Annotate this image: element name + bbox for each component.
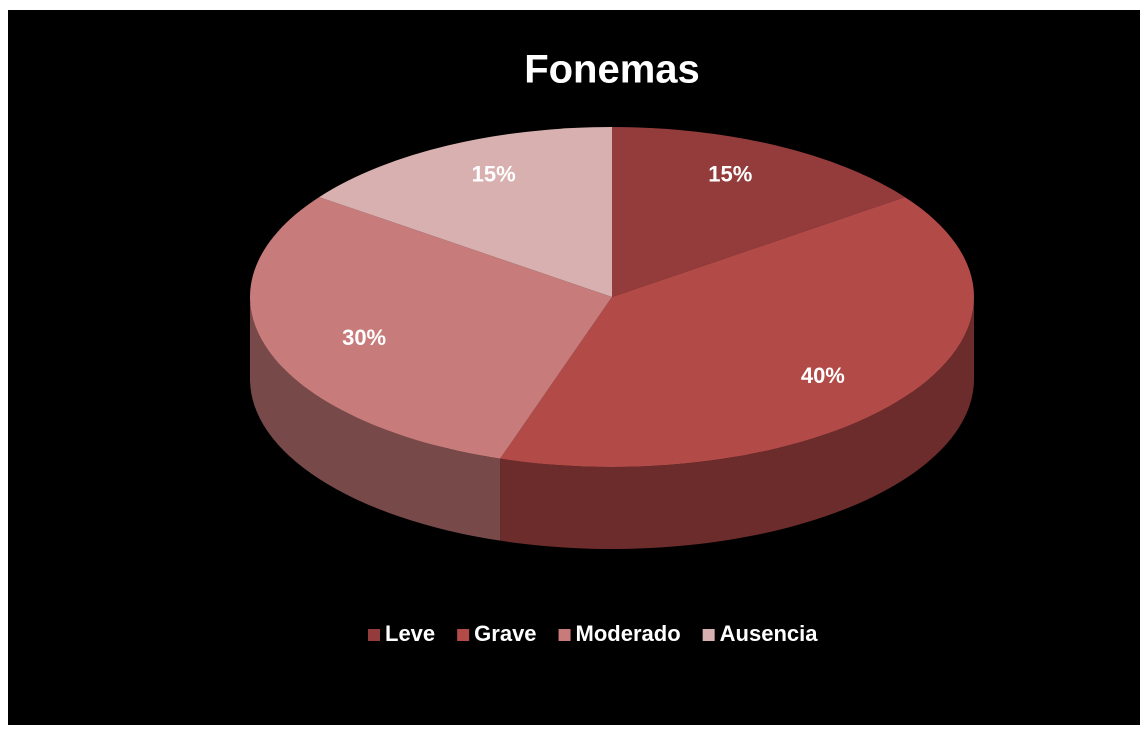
chart-title: Fonemas (524, 48, 700, 92)
legend-label: Grave (474, 621, 536, 646)
pie-slice (249, 197, 612, 459)
legend-marker (457, 629, 470, 641)
slice-side (250, 297, 501, 541)
data-label: 30% (342, 325, 386, 350)
data-label: 15% (472, 162, 516, 187)
legend-marker (368, 629, 380, 641)
legend-label: Ausencia (720, 621, 819, 646)
legend-label: Moderado (576, 621, 681, 646)
slice-side (500, 297, 974, 550)
data-label: 40% (801, 363, 845, 388)
pie-slice (319, 127, 612, 297)
data-label: 15% (708, 162, 752, 187)
legend-marker (558, 629, 571, 641)
legend-label: Leve (385, 621, 435, 646)
legend-marker (702, 629, 715, 641)
pie-slice (612, 127, 905, 297)
pie-slice (500, 197, 975, 467)
